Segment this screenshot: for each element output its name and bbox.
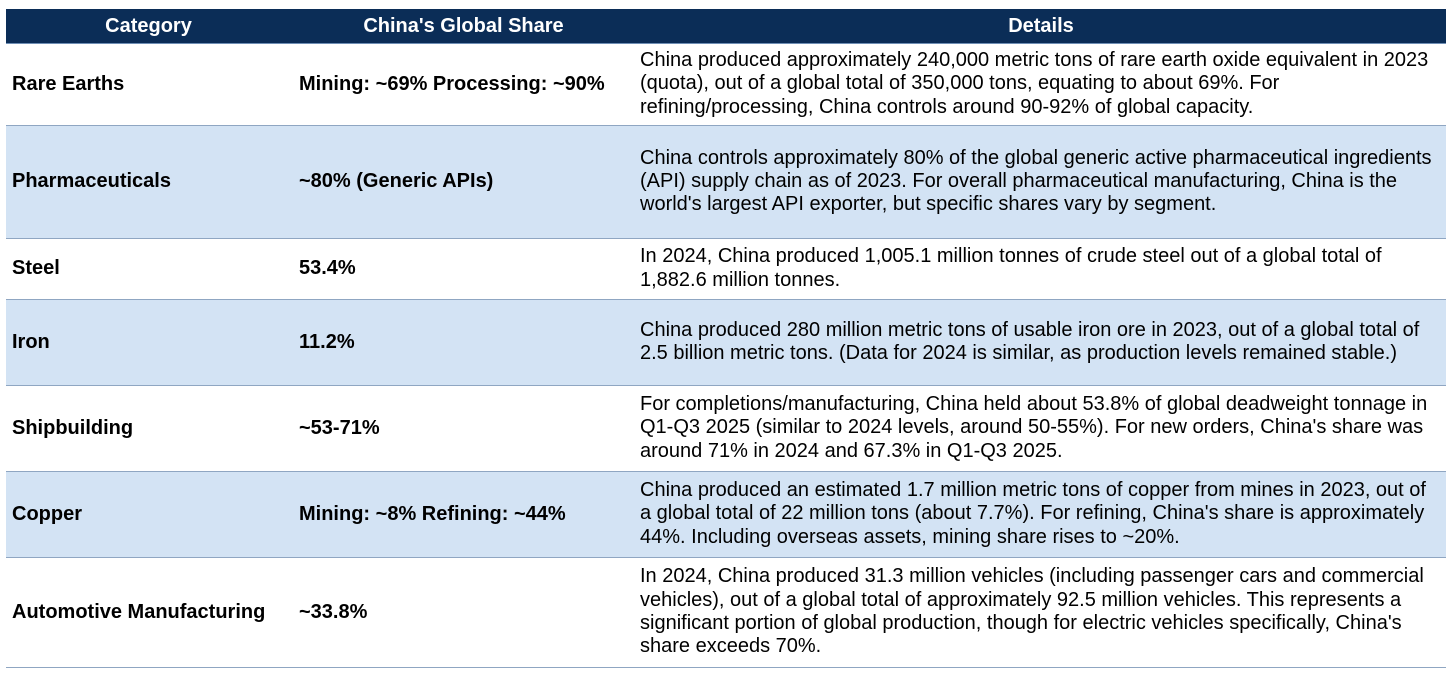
header-details: Details [636,9,1446,44]
category-cell: Shipbuilding [6,385,291,472]
table-row-rare-earths: Rare Earths Mining: ~69% Processing: ~90… [6,43,1446,126]
header-category: Category [6,9,291,44]
table-row-iron: Iron 11.2% China produced 280 million me… [6,299,1446,386]
china-global-share-table: Category China's Global Share Details Ra… [6,9,1446,668]
header-row: Category China's Global Share Details [6,9,1446,44]
details-cell: In 2024, China produced 31.3 million veh… [636,557,1446,668]
category-cell: Automotive Manufacturing [6,557,291,668]
share-cell: ~33.8% [291,557,636,668]
category-cell: Pharmaceuticals [6,125,291,239]
share-cell: ~80% (Generic APIs) [291,125,636,239]
share-cell: 11.2% [291,299,636,386]
details-cell: In 2024, China produced 1,005.1 million … [636,238,1446,300]
category-cell: Copper [6,471,291,558]
details-cell: China controls approximately 80% of the … [636,125,1446,239]
category-cell: Rare Earths [6,43,291,126]
share-cell: Mining: ~8% Refining: ~44% [291,471,636,558]
details-cell: China produced 280 million metric tons o… [636,299,1446,386]
category-cell: Iron [6,299,291,386]
share-cell: ~53-71% [291,385,636,472]
details-cell: China produced approximately 240,000 met… [636,43,1446,126]
details-cell: China produced an estimated 1.7 million … [636,471,1446,558]
category-cell: Steel [6,238,291,300]
table-row-copper: Copper Mining: ~8% Refining: ~44% China … [6,471,1446,558]
table-row-pharmaceuticals: Pharmaceuticals ~80% (Generic APIs) Chin… [6,125,1446,239]
details-cell: For completions/manufacturing, China hel… [636,385,1446,472]
table-row-automotive-manufacturing: Automotive Manufacturing ~33.8% In 2024,… [6,557,1446,668]
share-cell: Mining: ~69% Processing: ~90% [291,43,636,126]
table-row-shipbuilding: Shipbuilding ~53-71% For completions/man… [6,385,1446,472]
table-row-steel: Steel 53.4% In 2024, China produced 1,00… [6,238,1446,300]
share-cell: 53.4% [291,238,636,300]
header-share: China's Global Share [291,9,636,44]
